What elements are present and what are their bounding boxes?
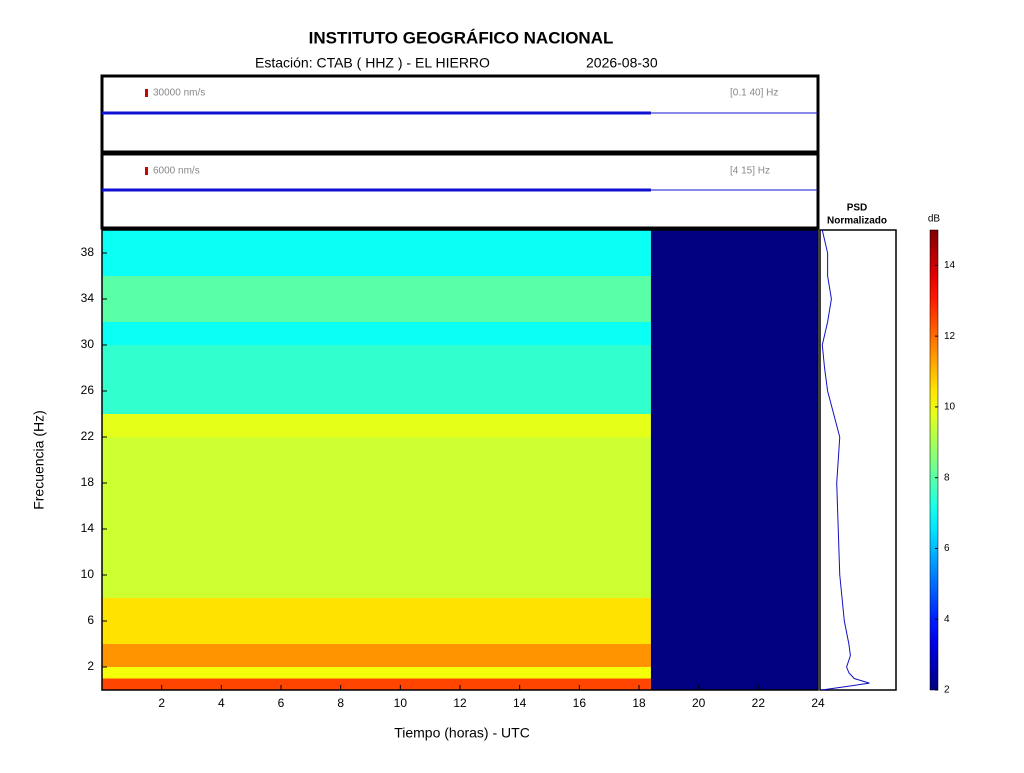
x-tick-label: 4 [218,696,225,710]
spectrogram-cell [650,437,818,598]
spectrogram-cell [102,678,651,690]
y-tick-label: 34 [81,291,95,305]
spectrogram-cell [650,230,818,276]
spectrogram-cell [102,230,651,276]
colorbar-tick-label: 12 [944,331,956,342]
colorbar-tick-label: 4 [944,614,950,625]
spectrogram-cell [650,667,818,679]
colorbar [929,229,939,691]
psd-subtitle: Normalizado [827,216,887,227]
y-tick-label: 38 [81,245,95,259]
colorbar-tick-label: 14 [944,260,956,271]
colorbar-tick-label: 8 [944,472,950,483]
x-axis-label: Tiempo (horas) - UTC [394,725,530,741]
spectrogram-cell [102,437,651,598]
x-tick-label: 16 [573,696,587,710]
band-label: [0.1 40] Hz [730,88,778,99]
y-tick-label: 30 [81,337,95,351]
scale-bar [145,89,148,97]
x-tick-label: 12 [453,696,467,710]
colorbar-tick-label: 2 [944,685,950,696]
trace-signal [102,111,651,115]
y-tick-label: 6 [87,613,94,627]
y-tick-label: 26 [81,383,95,397]
scale-bar [145,167,148,175]
spectrogram-cell [650,414,818,437]
spectrogram-cell [650,345,818,414]
x-tick-label: 8 [337,696,344,710]
x-tick-label: 10 [394,696,408,710]
spectrogram-cell [650,322,818,345]
spectrogram-cell [102,414,651,437]
spectrogram-cell [102,345,651,414]
colorbar-label: dB [928,214,941,225]
spectrogram-cell [102,598,651,644]
x-tick-label: 20 [692,696,706,710]
colorbar-tick-label: 6 [944,543,950,554]
scale-label: 30000 nm/s [153,88,205,99]
y-tick-label: 10 [81,567,95,581]
x-tick-label: 22 [752,696,766,710]
date: 2026-08-30 [586,55,658,71]
y-tick-label: 18 [81,475,95,489]
spectrogram-cell [102,644,651,667]
psd-frame [819,229,897,691]
y-tick-label: 2 [87,659,94,673]
station: Estación: CTAB ( HHZ ) - EL HIERRO [255,55,490,71]
spectrogram-cell [102,667,651,679]
psd-title: PSD [847,203,868,214]
chart-title: INSTITUTO GEOGRÁFICO NACIONAL [309,28,614,47]
band-label: [4 15] Hz [730,166,770,177]
x-tick-label: 6 [278,696,285,710]
spectrogram-cell [102,322,651,345]
psd-curve [821,229,870,691]
scale-label: 6000 nm/s [153,166,200,177]
y-tick-label: 22 [81,429,95,443]
colorbar-tick-label: 10 [944,402,956,413]
spectrogram-cell [650,678,818,690]
y-tick-label: 14 [81,521,95,535]
spectrogram-cell [650,276,818,322]
trace-signal [102,188,651,192]
spectrogram-cell [650,644,818,667]
x-tick-label: 2 [158,696,165,710]
spectrogram-cell [102,276,651,322]
x-tick-label: 18 [632,696,646,710]
y-axis-label: Frecuencia (Hz) [31,410,47,510]
spectrogram-cell [650,598,818,644]
x-tick-label: 14 [513,696,527,710]
x-tick-label: 24 [811,696,825,710]
